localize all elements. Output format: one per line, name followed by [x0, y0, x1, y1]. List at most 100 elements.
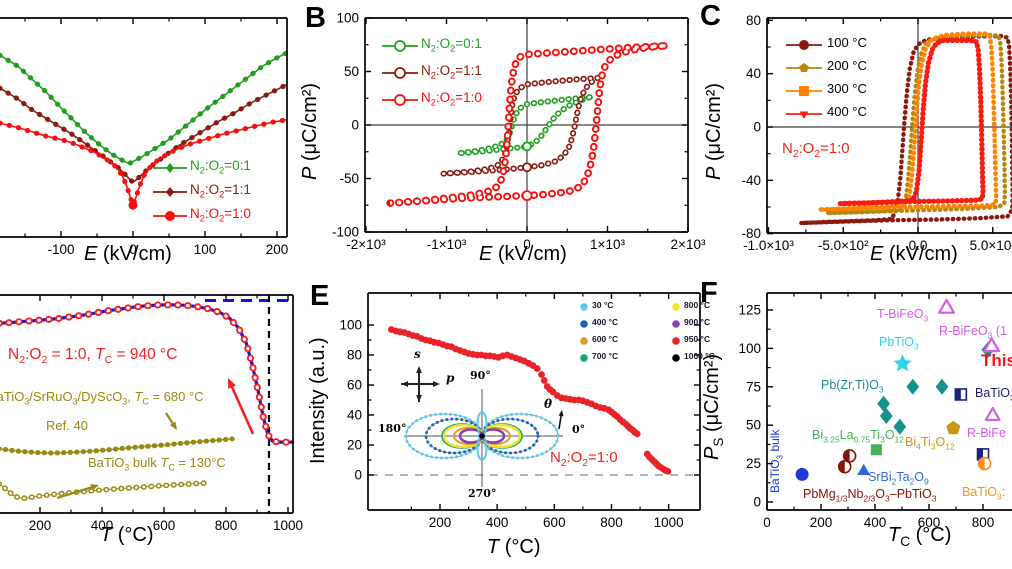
tick-label: 0: [763, 515, 771, 530]
legend-c-marker: [799, 63, 809, 72]
tick-label: -50: [339, 171, 359, 186]
series-batio3-srruo3-dysco3-ref-40-tc-680c: [0, 436, 235, 456]
tick-label: 50: [746, 418, 761, 433]
legend-e-marker: [580, 320, 588, 328]
d-arrow-bulk: [56, 484, 99, 500]
tick-label: 40: [746, 66, 761, 81]
tick-label: 100: [738, 341, 761, 356]
series-loop-n2-o2-1-0: [386, 42, 668, 207]
data-point: [540, 377, 548, 384]
tick-label: 0: [753, 120, 761, 135]
data-point: [795, 467, 809, 481]
tick-label: 80: [347, 348, 362, 363]
d-arrow-this-film: [228, 378, 255, 435]
tick-label: 800: [215, 518, 238, 533]
tick-label: -80: [741, 226, 761, 241]
tick-label: 100: [339, 318, 362, 333]
tick-label: 600: [543, 515, 566, 530]
series-loop-n2-o2-1-1: [440, 74, 603, 177]
data-point: [984, 406, 1001, 422]
tick-label: -1.0×10³: [743, 238, 794, 253]
legend-e: [580, 303, 680, 362]
tick-label: 80: [746, 13, 761, 28]
tick-label: 400: [486, 515, 509, 530]
data-point: [893, 354, 912, 372]
tick-label: 50: [344, 64, 359, 79]
tick-label: 125: [738, 303, 761, 318]
tick-label: 200: [810, 515, 833, 530]
data-point: [870, 444, 882, 456]
legend-e-marker: [580, 303, 588, 311]
data-point: [955, 388, 961, 400]
tick-label: 0: [753, 495, 761, 510]
e-s-axis-arrow: [416, 366, 422, 402]
data-point: [938, 298, 956, 314]
legend-a: [153, 163, 187, 221]
tick-label: -5.0×10²: [818, 238, 869, 253]
tick-label: 0: [351, 118, 359, 133]
data-point: [893, 418, 907, 435]
tick-label: 0.0: [909, 238, 928, 253]
series-loop-400c: [837, 37, 986, 207]
data-point: [533, 365, 541, 372]
series-shg-intensity-vs-t-950c-anneal-: [388, 326, 672, 475]
legend-b-marker: [394, 94, 406, 106]
legend-a-marker: [166, 163, 174, 173]
tick-label: 400: [864, 515, 887, 530]
series-materials-comparison: [795, 298, 1001, 481]
data-point: [978, 457, 985, 470]
tick-label: 800: [600, 515, 623, 530]
data-point: [983, 337, 1001, 353]
legend-c-marker: [799, 111, 809, 119]
legend-e-marker: [672, 320, 680, 328]
e-p-axis-arrow: [401, 381, 440, 387]
data-point: [128, 200, 138, 210]
series-n2-o2-0-1: [0, 50, 289, 167]
legend-e-marker: [672, 354, 680, 362]
tick-label: -40: [741, 173, 761, 188]
e-theta-arrow: [558, 410, 564, 430]
data-point: [664, 467, 672, 475]
panel-c: -1.0×10³ -5.0×10² 0.0 5.0×10² -80 -40 0 40 80: [741, 13, 1012, 253]
tick-label: 20: [347, 438, 362, 453]
tick-label: 600: [918, 515, 941, 530]
tick-label: 100: [336, 11, 359, 26]
data-point: [633, 430, 641, 438]
tick-label: 600: [153, 518, 176, 533]
legend-b: [382, 40, 418, 106]
tick-label: 800: [972, 515, 995, 530]
legend-c-marker: [799, 40, 809, 50]
legend-b-marker: [394, 40, 406, 52]
data-point: [538, 371, 545, 378]
series-loop-300c: [818, 31, 999, 212]
data-point: [838, 460, 845, 473]
data-point: [877, 395, 890, 412]
tick-label: 5.0×10²: [970, 238, 1012, 253]
tick-label: 200: [429, 515, 452, 530]
tick-label: -100: [47, 242, 74, 257]
tick-label: 40: [347, 408, 362, 423]
legend-c-marker: [799, 86, 809, 96]
tick-label: 400: [91, 518, 114, 533]
tick-label: -2×10³: [346, 237, 386, 252]
tick-label: 200: [29, 518, 52, 533]
d-arrow-ref40: [165, 412, 177, 430]
data-point: [977, 448, 983, 460]
series-batio3-film-data-tc-940c-red-circles-: [0, 301, 297, 446]
tick-label: -100: [332, 225, 359, 240]
data-point: [522, 162, 532, 173]
panel-b: -2×10³ -1×10³ 0 1×10³ 2×10³ -100 -50 0 50 100: [332, 11, 706, 253]
series-minimum-marker: [128, 200, 138, 210]
series-zero-field-markers: [521, 141, 533, 202]
series-n2-o2-1-0: [0, 117, 289, 208]
tick-label: 60: [347, 378, 362, 393]
panel-e: 200 400 600 800 1000 0 20 40 60 80 100: [339, 292, 701, 530]
legend-e-marker: [580, 337, 588, 345]
data-point: [857, 463, 871, 475]
tick-label: 75: [746, 379, 761, 394]
data-point: [879, 407, 893, 424]
tick-label: 200: [266, 242, 289, 257]
legend-e-marker: [672, 303, 680, 311]
panel-f: 0 200 400 600 800 0 25 50 75 100 125: [738, 292, 1012, 530]
tick-label: 1000: [273, 518, 303, 533]
